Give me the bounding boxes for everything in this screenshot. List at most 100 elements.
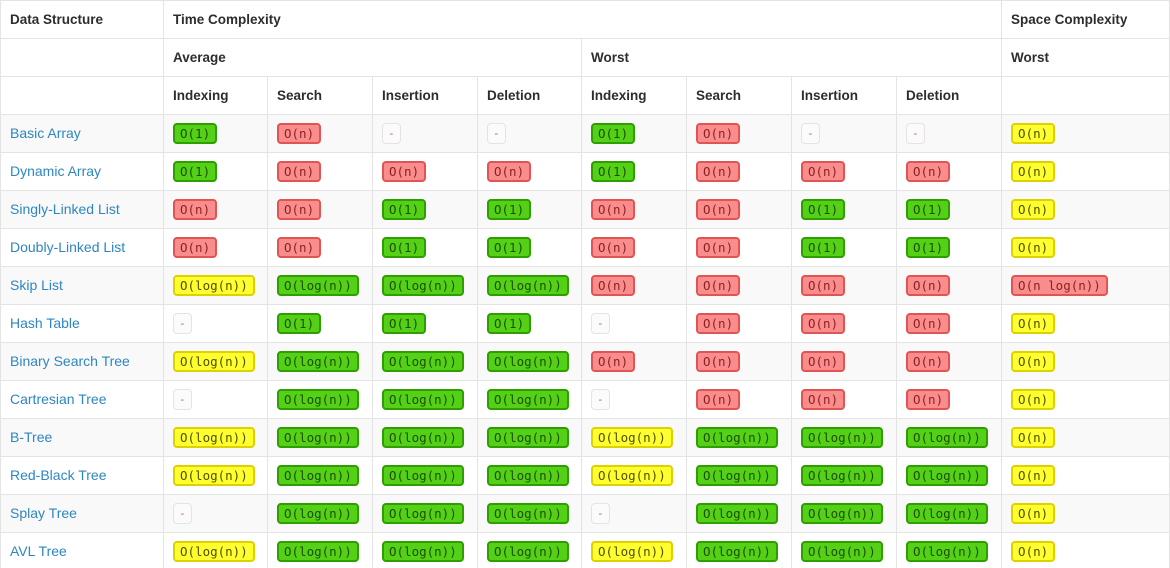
complexity-cell: O(log(n)) (372, 494, 478, 533)
complexity-cell: O(log(n)) (895, 532, 1003, 568)
complexity-badge: O(n) (277, 123, 322, 144)
complexity-badge: O(log(n)) (487, 541, 569, 562)
header-empty-cell (1001, 76, 1170, 115)
table-row: Skip List O(log(n)) O(log(n)) O(log(n)) O(lo… (0, 266, 1170, 305)
data-structure-link[interactable]: Basic Array (10, 124, 81, 141)
complexity-cell: O(n) (791, 342, 897, 381)
header-op-insertion: Insertion (791, 76, 897, 115)
data-structure-link[interactable]: Dynamic Array (10, 162, 102, 179)
complexity-badge: O(log(n)) (382, 541, 464, 562)
complexity-badge: O(log(n)) (277, 389, 359, 410)
table-row: B-Tree O(log(n)) O(log(n)) O(log(n)) O(log(n… (0, 418, 1170, 457)
complexity-cell: O(n) (1001, 418, 1170, 457)
complexity-cell: O(n) (581, 342, 687, 381)
complexity-cell: O(1) (791, 190, 897, 229)
header-worst: Worst (580, 38, 1003, 77)
complexity-badge: O(n) (801, 351, 846, 372)
data-structure-link[interactable]: AVL Tree (10, 542, 67, 559)
data-structure-cell: Binary Search Tree (0, 342, 164, 381)
complexity-cell: O(log(n)) (686, 494, 792, 533)
data-structure-cell: Basic Array (0, 114, 164, 153)
header-op-search: Search (267, 76, 373, 115)
complexity-cell: O(1) (895, 190, 1003, 229)
complexity-cell: - (163, 494, 268, 533)
data-structure-link[interactable]: Skip List (10, 276, 63, 293)
complexity-badge: O(1) (173, 161, 218, 182)
complexity-badge: O(log(n)) (382, 465, 464, 486)
complexity-cell: O(log(n)) (791, 418, 897, 457)
data-structure-link[interactable]: B-Tree (10, 428, 53, 445)
data-structure-link[interactable]: Hash Table (10, 314, 80, 331)
table-row: Cartresian Tree - O(log(n)) O(log(n)) O(log(… (0, 380, 1170, 419)
complexity-badge: O(n) (906, 389, 951, 410)
complexity-cell: O(n) (895, 266, 1003, 305)
complexity-badge: O(log(n)) (487, 275, 569, 296)
complexity-badge: O(log(n)) (173, 465, 255, 486)
data-structure-cell: AVL Tree (0, 532, 164, 568)
complexity-badge: O(log(n)) (173, 541, 255, 562)
complexity-badge: O(log(n)) (487, 465, 569, 486)
complexity-badge: O(n) (1011, 427, 1056, 448)
header-space-complexity: Space Complexity (1001, 0, 1170, 39)
data-structure-link[interactable]: Splay Tree (10, 504, 77, 521)
complexity-cell: O(n) (791, 380, 897, 419)
complexity-cell: O(log(n)) (267, 342, 373, 381)
complexity-badge: O(n) (801, 313, 846, 334)
complexity-cell: O(log(n)) (895, 494, 1003, 533)
complexity-cell: O(1) (581, 114, 687, 153)
complexity-badge: O(n) (1011, 161, 1056, 182)
complexity-badge: O(n) (1011, 541, 1056, 562)
complexity-cell: - (581, 304, 687, 343)
complexity-badge: O(n) (277, 199, 322, 220)
complexity-cell: O(n) (1001, 342, 1170, 381)
header-op-search: Search (686, 76, 792, 115)
complexity-cell: - (581, 380, 687, 419)
complexity-badge: O(n) (277, 161, 322, 182)
complexity-badge: O(1) (591, 161, 636, 182)
data-structure-link[interactable]: Cartresian Tree (10, 390, 107, 407)
complexity-cell: O(n) (581, 228, 687, 267)
complexity-cell: O(log(n)) (267, 418, 373, 457)
complexity-badge: O(log(n)) (277, 541, 359, 562)
complexity-cell: O(1) (477, 190, 582, 229)
table-row: AVL Tree O(log(n)) O(log(n)) O(log(n)) O(log… (0, 532, 1170, 568)
data-structure-link[interactable]: Doubly-Linked List (10, 238, 126, 255)
complexity-cell: O(log(n)) (267, 532, 373, 568)
complexity-cell: O(n) (1001, 190, 1170, 229)
complexity-cell: O(n) (477, 152, 582, 191)
complexity-badge: O(log(n)) (906, 541, 988, 562)
complexity-badge: O(n) (591, 351, 636, 372)
complexity-cell: O(log(n)) (267, 380, 373, 419)
complexity-cell: O(n) (1001, 532, 1170, 568)
complexity-badge: O(1) (906, 199, 951, 220)
complexity-badge: O(1) (801, 199, 846, 220)
header-op-deletion: Deletion (895, 76, 1003, 115)
complexity-cell: O(n) (895, 152, 1003, 191)
table-row: Splay Tree - O(log(n)) O(log(n)) O(log(n)) - O… (0, 494, 1170, 533)
complexity-cell: O(n) (895, 304, 1003, 343)
data-structure-link[interactable]: Singly-Linked List (10, 200, 120, 217)
table-row: Red-Black Tree O(log(n)) O(log(n)) O(log(n)… (0, 456, 1170, 495)
complexity-badge: O(log(n)) (382, 503, 464, 524)
data-structure-link[interactable]: Binary Search Tree (10, 352, 130, 369)
complexity-cell: O(n) (895, 342, 1003, 381)
complexity-badge: - (591, 503, 610, 524)
complexity-badge: O(log(n)) (277, 275, 359, 296)
header-op-indexing: Indexing (581, 76, 687, 115)
complexity-badge: O(1) (173, 123, 218, 144)
complexity-cell: O(n) (686, 152, 792, 191)
data-structure-link[interactable]: Red-Black Tree (10, 466, 107, 483)
complexity-cell: O(n) (686, 190, 792, 229)
table-row: Hash Table - O(1) O(1) O(1) - O(n) O(n) O(n) O(n) (0, 304, 1170, 343)
complexity-badge: O(n) (801, 161, 846, 182)
complexity-badge: O(n) (696, 161, 741, 182)
complexity-cell: O(log(n)) (477, 532, 582, 568)
complexity-cell: O(n) (267, 190, 373, 229)
complexity-badge: O(1) (277, 313, 322, 334)
complexity-cell: O(log(n)) (163, 266, 268, 305)
complexity-cell: O(log(n)) (686, 456, 792, 495)
complexity-cell: O(log(n)) (372, 266, 478, 305)
complexity-cell: O(log(n)) (686, 532, 792, 568)
complexity-cell: O(1) (372, 190, 478, 229)
